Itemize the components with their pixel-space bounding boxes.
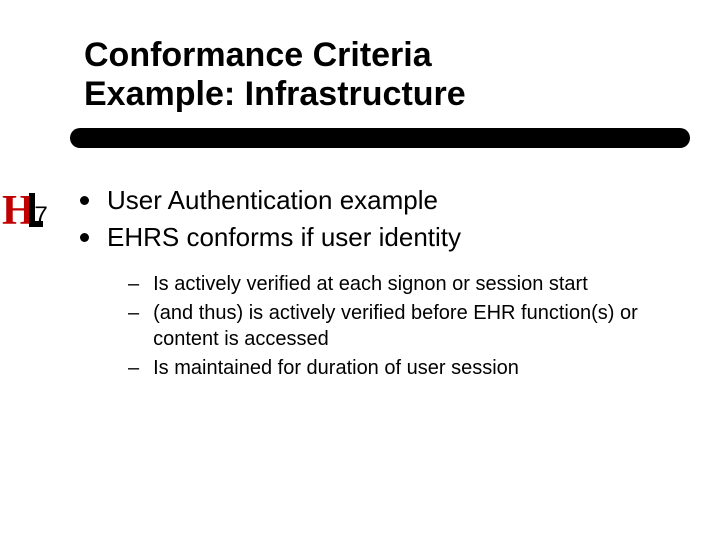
content-block: User Authentication example EHRS conform… — [80, 184, 680, 384]
sub-list: – Is actively verified at each signon or… — [128, 271, 680, 381]
slide: Conformance Criteria Example: Infrastruc… — [0, 0, 720, 540]
bullet-text: EHRS conforms if user identity — [107, 221, 461, 254]
dash-icon: – — [128, 271, 139, 297]
list-item: – (and thus) is actively verified before… — [128, 300, 680, 352]
bullet-text: User Authentication example — [107, 184, 438, 217]
title-line-2: Example: Infrastructure — [84, 75, 466, 114]
dash-icon: – — [128, 300, 139, 326]
dash-icon: – — [128, 355, 139, 381]
title-line-1: Conformance Criteria — [84, 36, 466, 75]
title-block: Conformance Criteria Example: Infrastruc… — [84, 36, 466, 114]
sub-bullet-text: (and thus) is actively verified before E… — [153, 300, 680, 352]
bullet-icon — [80, 233, 89, 242]
list-item: EHRS conforms if user identity — [80, 221, 680, 254]
logo-seven: 7 — [34, 204, 47, 226]
list-item: – Is actively verified at each signon or… — [128, 271, 680, 297]
sub-bullet-text: Is actively verified at each signon or s… — [153, 271, 588, 297]
bullet-icon — [80, 196, 89, 205]
list-item: – Is maintained for duration of user ses… — [128, 355, 680, 381]
title-underline — [70, 128, 690, 148]
hl7-logo: H 7 — [0, 190, 52, 234]
list-item: User Authentication example — [80, 184, 680, 217]
sub-bullet-text: Is maintained for duration of user sessi… — [153, 355, 519, 381]
